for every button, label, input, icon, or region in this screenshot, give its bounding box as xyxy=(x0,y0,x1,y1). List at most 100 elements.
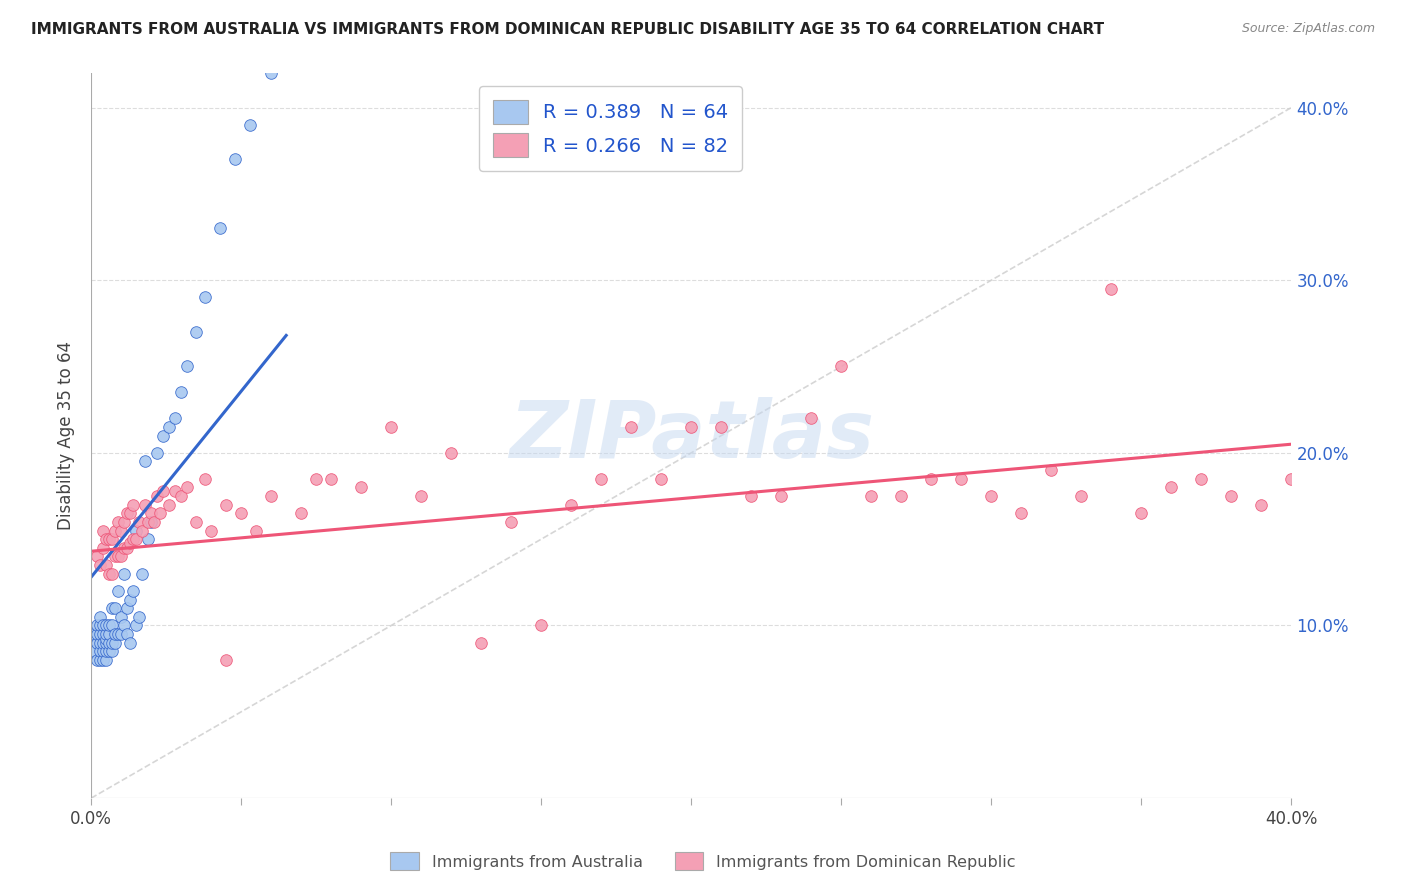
Point xyxy=(104,636,127,650)
Point xyxy=(96,636,118,650)
Point xyxy=(112,541,135,555)
Point xyxy=(107,583,129,598)
Point xyxy=(98,566,121,581)
Point xyxy=(96,532,118,546)
Point xyxy=(122,583,145,598)
Point xyxy=(1130,506,1153,520)
Point xyxy=(131,566,153,581)
Point xyxy=(440,446,463,460)
Point xyxy=(104,524,127,538)
Point xyxy=(186,515,208,529)
Point xyxy=(501,515,523,529)
Point xyxy=(110,549,132,564)
Point xyxy=(89,618,111,632)
Point xyxy=(101,636,124,650)
Point xyxy=(96,653,118,667)
Point xyxy=(128,610,150,624)
Point xyxy=(91,653,114,667)
Point xyxy=(740,489,762,503)
Point xyxy=(125,618,148,632)
Point xyxy=(91,541,114,555)
Point xyxy=(110,524,132,538)
Point xyxy=(1250,498,1272,512)
Point xyxy=(800,411,823,425)
Point xyxy=(141,515,163,529)
Point xyxy=(86,627,108,641)
Point xyxy=(224,153,246,167)
Point xyxy=(89,610,111,624)
Point xyxy=(1099,282,1122,296)
Point xyxy=(89,653,111,667)
Point xyxy=(157,420,180,434)
Point xyxy=(890,489,912,503)
Point xyxy=(104,601,127,615)
Point xyxy=(530,618,553,632)
Point xyxy=(170,385,193,400)
Point xyxy=(1010,506,1032,520)
Point xyxy=(215,498,238,512)
Point xyxy=(86,653,108,667)
Point xyxy=(194,472,217,486)
Point xyxy=(152,483,174,498)
Point xyxy=(83,627,105,641)
Point xyxy=(115,541,138,555)
Point xyxy=(120,535,142,549)
Point xyxy=(120,636,142,650)
Point xyxy=(650,472,672,486)
Text: IMMIGRANTS FROM AUSTRALIA VS IMMIGRANTS FROM DOMINICAN REPUBLIC DISABILITY AGE 3: IMMIGRANTS FROM AUSTRALIA VS IMMIGRANTS … xyxy=(31,22,1104,37)
Point xyxy=(115,601,138,615)
Point xyxy=(128,515,150,529)
Point xyxy=(91,524,114,538)
Point xyxy=(91,636,114,650)
Point xyxy=(860,489,883,503)
Point xyxy=(176,359,198,374)
Point xyxy=(101,601,124,615)
Point xyxy=(152,428,174,442)
Point xyxy=(110,627,132,641)
Point xyxy=(920,472,942,486)
Point xyxy=(560,498,582,512)
Point xyxy=(96,558,118,572)
Point xyxy=(107,515,129,529)
Point xyxy=(770,489,793,503)
Point xyxy=(91,618,114,632)
Point xyxy=(131,524,153,538)
Point xyxy=(125,532,148,546)
Point xyxy=(321,472,343,486)
Point xyxy=(1310,480,1333,494)
Point xyxy=(591,472,613,486)
Point xyxy=(245,524,267,538)
Point xyxy=(101,566,124,581)
Point xyxy=(125,524,148,538)
Point xyxy=(112,566,135,581)
Point xyxy=(101,532,124,546)
Point xyxy=(136,532,159,546)
Point xyxy=(91,627,114,641)
Text: Source: ZipAtlas.com: Source: ZipAtlas.com xyxy=(1241,22,1375,36)
Point xyxy=(120,592,142,607)
Point xyxy=(112,618,135,632)
Point xyxy=(89,627,111,641)
Text: ZIPatlas: ZIPatlas xyxy=(509,397,873,475)
Point xyxy=(165,483,187,498)
Point xyxy=(830,359,852,374)
Point xyxy=(86,636,108,650)
Point xyxy=(115,627,138,641)
Point xyxy=(86,618,108,632)
Point xyxy=(134,454,156,468)
Point xyxy=(122,498,145,512)
Legend: Immigrants from Australia, Immigrants from Dominican Republic: Immigrants from Australia, Immigrants fr… xyxy=(384,846,1022,877)
Point xyxy=(710,420,733,434)
Point xyxy=(96,618,118,632)
Point xyxy=(98,636,121,650)
Point xyxy=(176,480,198,494)
Point xyxy=(98,644,121,658)
Point xyxy=(209,221,232,235)
Point xyxy=(134,498,156,512)
Point xyxy=(120,506,142,520)
Point xyxy=(91,644,114,658)
Point xyxy=(165,411,187,425)
Point xyxy=(136,515,159,529)
Point xyxy=(107,627,129,641)
Point xyxy=(411,489,433,503)
